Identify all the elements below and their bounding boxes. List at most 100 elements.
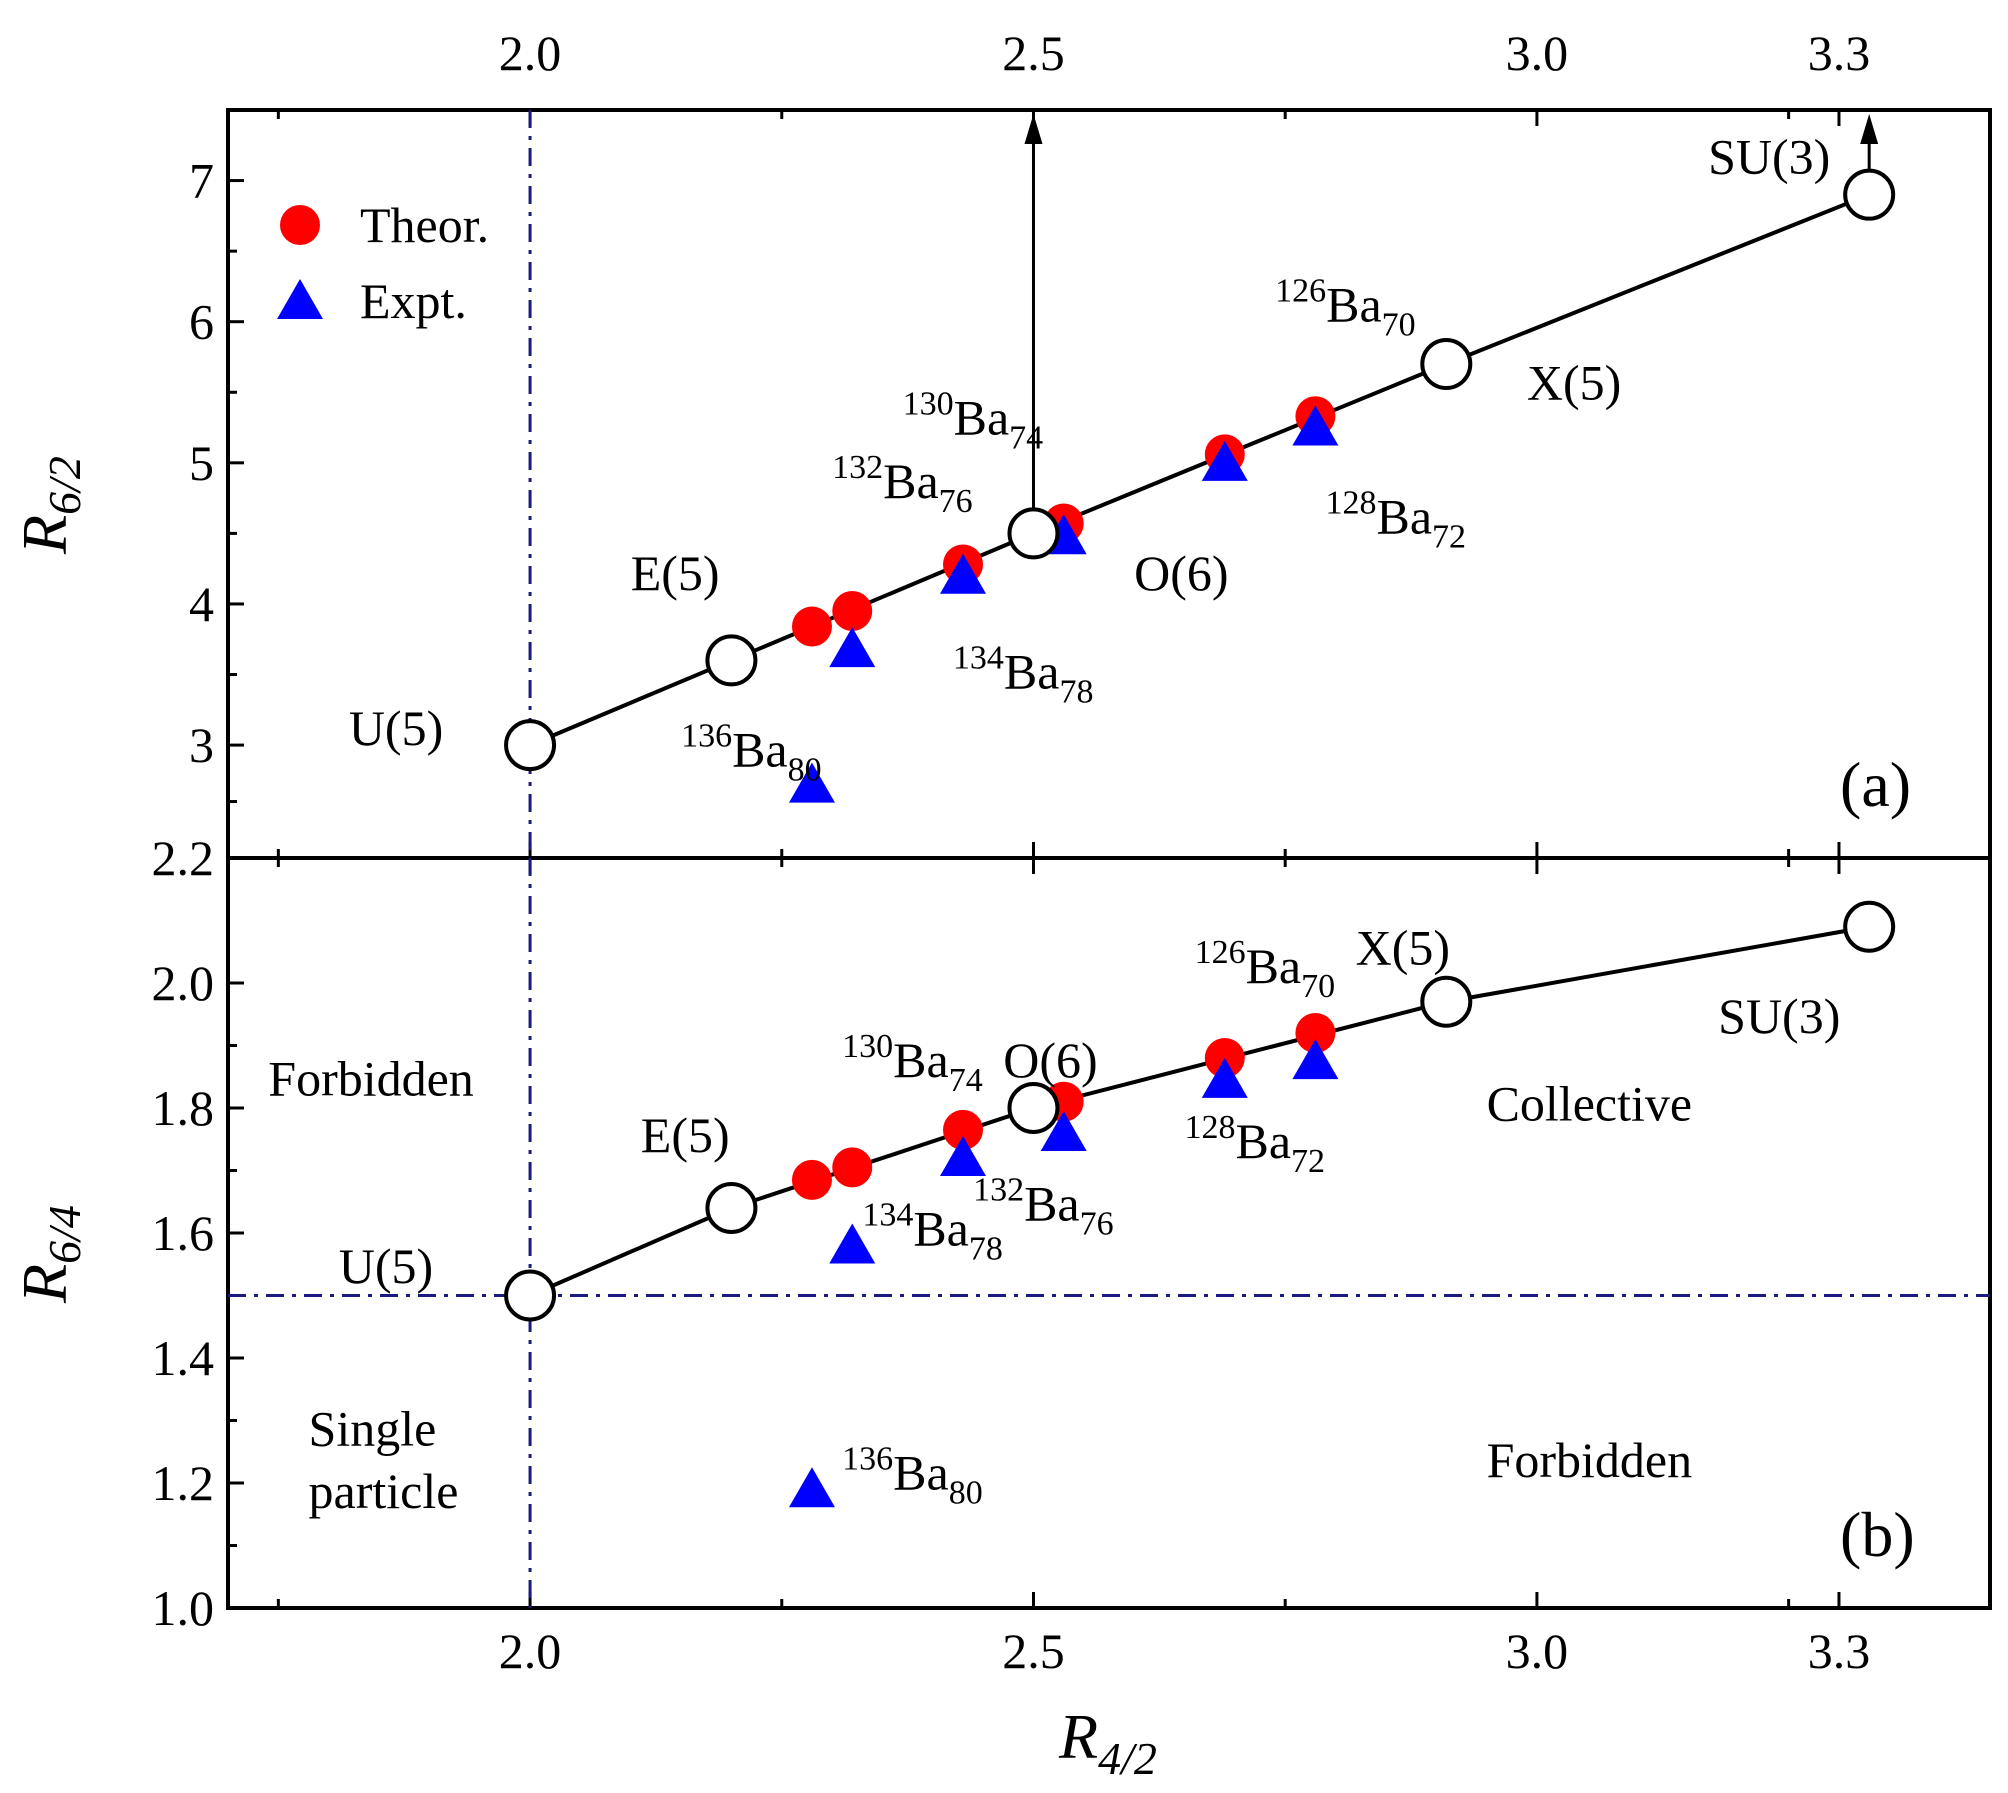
isotope-sub: 72 [1432, 518, 1466, 555]
isotope-label: 134Ba78 [862, 1197, 1003, 1268]
y-tick-label: 1.4 [152, 1330, 215, 1386]
isotope-mass: 132 [973, 1172, 1024, 1209]
y-tick-label: 1.8 [152, 1080, 215, 1136]
top-x-tick-label: 3.0 [1506, 25, 1569, 81]
isotope-mass: 130 [842, 1028, 893, 1065]
region-label: U(5) [349, 700, 443, 756]
isotope-mass: 134 [953, 640, 1004, 677]
symmetry-limit-point [1843, 168, 1896, 221]
expt-point [1040, 1111, 1087, 1151]
isotope-sub: 80 [949, 1474, 983, 1511]
isotope-sub: 74 [1009, 420, 1043, 457]
expt-point [940, 553, 987, 594]
region-label: SU(3) [1708, 129, 1830, 185]
legend-expt-label: Expt. [360, 273, 467, 329]
isotope-element: Ba [913, 1201, 969, 1257]
isotope-label: 130Ba74 [903, 386, 1044, 457]
top-x-tick-label: 3.3 [1808, 25, 1871, 81]
y-tick-label: 1.2 [152, 1455, 215, 1511]
region-label: particle [309, 1463, 459, 1519]
panel-b: 1.0 1.2 1.4 1.6 1.8 2.0 U(5) E(5) O(6) X(5) SU(3) F… [9, 856, 1992, 1784]
x-tick-label: 2.0 [499, 1623, 562, 1679]
symmetry-limit-point [1420, 975, 1473, 1028]
region-label: O(6) [1134, 545, 1228, 601]
expt-point [1292, 1039, 1339, 1080]
isotope-mass: 136 [842, 1440, 893, 1477]
isotope-label: 134Ba78 [953, 640, 1094, 711]
isotope-mass: 128 [1325, 484, 1376, 521]
symmetry-limit-point [504, 1269, 557, 1322]
y-axis-title-main: R [9, 1264, 80, 1304]
theor-point [791, 606, 832, 647]
isotope-element: Ba [732, 721, 788, 777]
expt-point [940, 1136, 987, 1176]
isotope-mass: 132 [832, 449, 883, 486]
isotope-element: Ba [1326, 277, 1382, 333]
region-label: E(5) [631, 545, 720, 601]
symmetry-limit-point [705, 634, 758, 687]
symmetry-limit-point [705, 1182, 758, 1234]
isotope-element: Ba [1024, 1176, 1080, 1232]
isotope-label: 132Ba76 [973, 1172, 1114, 1243]
symmetry-limit-point [1420, 338, 1473, 391]
theor-point [791, 1159, 832, 1200]
symmetry-limit-point [504, 719, 557, 772]
y-axis-title-sub: 6/4 [39, 1205, 90, 1264]
theor-point [832, 1147, 873, 1188]
panel-label: (a) [1840, 749, 1911, 820]
x-axis-title-sub: 4/2 [1098, 1733, 1157, 1784]
expt-point [829, 1223, 876, 1264]
isotope-element: Ba [893, 1444, 949, 1500]
expt-point [788, 1467, 835, 1508]
y-tick-label: 1.0 [152, 1580, 215, 1636]
top-axis: 2.0 2.5 3.0 3.3 [499, 25, 1870, 81]
isotope-label: 126Ba70 [1275, 273, 1416, 344]
y-tick-label: 3 [189, 717, 214, 773]
y-tick-label: 5 [189, 435, 214, 491]
y-axis-title-sub: 6/2 [39, 456, 90, 515]
isotope-label: 126Ba70 [1195, 934, 1336, 1005]
isotope-mass: 136 [681, 717, 732, 754]
y-tick-label: 2.2 [152, 830, 215, 886]
y-tick-label: 2.0 [152, 955, 215, 1011]
isotope-element: Ba [954, 390, 1010, 446]
expt-point [788, 762, 835, 803]
theor-point [832, 591, 873, 632]
x-axis-title: R4/2 [1058, 1701, 1157, 1784]
theor-point [1295, 1013, 1336, 1053]
top-x-tick-label: 2.5 [1002, 25, 1065, 81]
isotope-mass: 126 [1195, 934, 1246, 971]
isotope-mass: 130 [903, 386, 954, 423]
isotope-element: Ba [1004, 644, 1060, 700]
isotope-sub: 78 [1059, 674, 1093, 711]
isotope-label: 128Ba72 [1185, 1109, 1326, 1180]
region-label: Forbidden [1487, 1432, 1693, 1488]
isotope-sub: 80 [788, 751, 822, 788]
symmetry-limit-point [1007, 1082, 1060, 1134]
region-label: SU(3) [1718, 988, 1840, 1044]
isotope-mass: 126 [1275, 273, 1326, 310]
y-axis-title: R6/2 [9, 456, 90, 555]
x-tick-label: 3.3 [1808, 1623, 1871, 1679]
isotope-sub: 72 [1291, 1143, 1325, 1180]
isotope-sub: 70 [1301, 968, 1335, 1005]
arrow-head [1024, 114, 1043, 144]
isotope-sub: 74 [949, 1062, 983, 1099]
y-tick-label: 7 [189, 153, 214, 209]
region-label: X(5) [1527, 354, 1621, 410]
isotope-element: Ba [1236, 1113, 1292, 1169]
theor-point [943, 1109, 984, 1150]
y-tick-label: 4 [189, 576, 214, 632]
isotope-label: 136Ba80 [842, 1440, 983, 1511]
region-label: X(5) [1356, 919, 1450, 975]
y-axis-title: R6/4 [9, 1205, 90, 1304]
symmetry-limit-point [1843, 900, 1896, 953]
isotope-label: 136Ba80 [681, 717, 822, 788]
legend-theor-marker [280, 205, 320, 245]
y-tick-label: 1.6 [152, 1205, 215, 1261]
plot-frame [226, 108, 1992, 860]
legend-theor-label: Theor. [360, 197, 489, 253]
region-label: E(5) [641, 1107, 730, 1163]
